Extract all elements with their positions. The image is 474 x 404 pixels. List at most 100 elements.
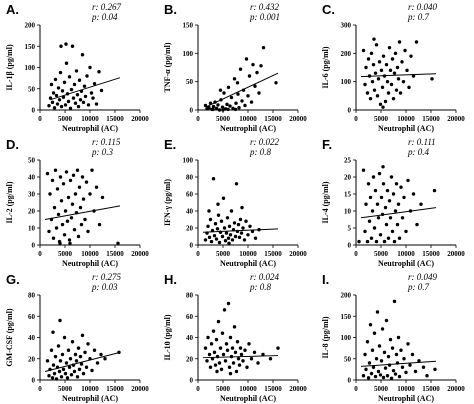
y-tick-label: 200 — [341, 50, 352, 58]
data-point — [207, 209, 211, 213]
p-value-label: p: 0.001 — [249, 12, 280, 22]
data-point — [86, 342, 90, 346]
y-tick-label: 40 — [186, 208, 194, 216]
data-point — [223, 239, 228, 243]
data-point — [389, 82, 394, 87]
data-point — [49, 82, 54, 87]
data-point — [67, 75, 72, 79]
data-point — [100, 195, 105, 200]
data-point — [392, 299, 397, 304]
data-point — [77, 185, 82, 189]
data-point — [368, 323, 373, 327]
data-point — [369, 371, 374, 376]
data-point — [233, 107, 238, 112]
data-point — [363, 229, 367, 234]
y-tick-label: 0 — [190, 242, 194, 250]
data-point — [62, 80, 67, 85]
data-point — [248, 224, 252, 228]
x-tick-label: 10000 — [239, 250, 257, 258]
data-point — [58, 241, 62, 245]
data-point — [206, 224, 210, 228]
data-point — [103, 357, 107, 361]
y-axis-title: IL-10 (pg/ml) — [163, 314, 172, 360]
data-point — [206, 335, 210, 340]
data-point — [393, 209, 398, 213]
data-point — [249, 357, 254, 361]
data-point — [381, 105, 385, 109]
data-point — [78, 354, 83, 359]
x-axis-title: Neutrophil (AC) — [220, 259, 276, 268]
x-tick-label: 0 — [354, 115, 358, 123]
y-tick-label: 80 — [186, 292, 194, 300]
data-point — [370, 209, 375, 213]
data-point — [73, 192, 78, 196]
data-point — [217, 240, 222, 245]
data-point — [377, 60, 382, 64]
data-point — [56, 212, 61, 217]
data-point — [85, 74, 89, 78]
x-tick-label: 5000 — [374, 115, 389, 123]
data-point — [71, 173, 76, 177]
data-point — [244, 219, 248, 223]
data-point — [382, 239, 387, 244]
data-point — [245, 365, 249, 369]
data-point — [235, 81, 240, 85]
data-point — [78, 98, 83, 102]
panel-letter: A. — [6, 2, 19, 17]
y-tick-label: 100 — [183, 50, 194, 58]
data-point — [408, 363, 412, 367]
data-point — [276, 346, 280, 350]
data-point — [97, 222, 102, 227]
y-tick-label: 40 — [186, 334, 194, 342]
data-point — [78, 205, 83, 210]
data-point — [251, 62, 255, 67]
data-point — [57, 369, 62, 374]
data-point — [55, 187, 60, 191]
y-tick-label: 100 — [341, 334, 352, 342]
data-point — [215, 369, 219, 374]
regression-line — [360, 73, 437, 78]
regression-line — [44, 351, 121, 372]
data-point — [406, 178, 410, 183]
y-tick-label: 25 — [344, 157, 352, 165]
y-tick-label: 20 — [28, 355, 36, 363]
data-point — [228, 104, 232, 108]
data-point — [393, 372, 398, 376]
x-tick-label: 20000 — [289, 115, 307, 123]
data-point — [404, 370, 408, 375]
data-point — [207, 235, 212, 240]
panel-letter: E. — [164, 137, 176, 152]
regression-line — [360, 207, 437, 219]
data-point — [60, 89, 65, 93]
panel-letter: B. — [164, 2, 177, 17]
x-tick-label: 0 — [354, 250, 358, 258]
data-point — [76, 234, 81, 239]
y-tick-label: 0 — [348, 107, 352, 115]
data-point — [232, 77, 237, 81]
data-point — [242, 238, 247, 242]
data-point — [369, 236, 374, 240]
data-point — [88, 65, 92, 70]
data-point — [392, 71, 397, 75]
data-point — [92, 348, 97, 352]
data-point — [48, 192, 52, 196]
data-point — [397, 40, 402, 44]
data-point — [76, 346, 81, 350]
data-point — [395, 65, 400, 70]
data-point — [239, 231, 244, 235]
data-point — [65, 219, 70, 223]
data-point — [371, 175, 376, 179]
data-point — [59, 44, 63, 48]
x-tick-label: 5000 — [58, 115, 73, 123]
data-point — [398, 91, 403, 95]
r-value-label: r: 0.115 — [92, 137, 121, 147]
data-point — [68, 241, 72, 245]
x-tick-label: 5000 — [216, 115, 231, 123]
x-tick-label: 5000 — [58, 385, 73, 393]
data-point — [234, 182, 239, 186]
data-point — [387, 199, 392, 203]
